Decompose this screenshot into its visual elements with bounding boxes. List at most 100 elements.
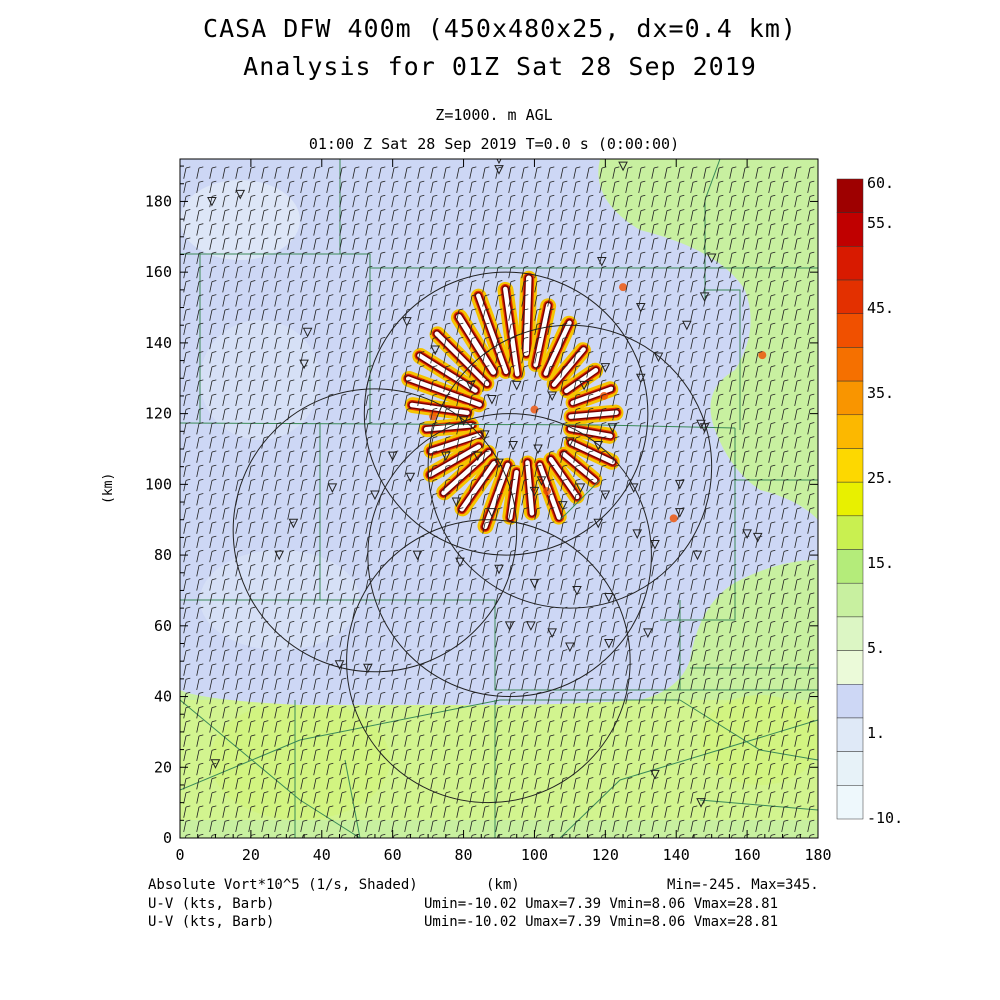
barb-shaft (261, 636, 265, 648)
filament-core (454, 312, 498, 377)
barb-shaft (196, 466, 200, 478)
wind-barb (248, 464, 256, 478)
wind-barb (235, 805, 243, 818)
barb-shaft (261, 778, 265, 790)
wind-barb (183, 422, 191, 435)
barb-flag (250, 734, 256, 737)
wind-barb (209, 635, 217, 648)
barb-flag (237, 180, 243, 183)
barb-shaft (274, 253, 278, 265)
barb-shaft (209, 565, 213, 577)
wind-barb (248, 805, 256, 818)
barb-shaft (183, 764, 187, 776)
barb-flag (185, 422, 191, 424)
wind-barb (261, 422, 269, 435)
barb-shaft (183, 721, 187, 733)
barb-flag (250, 521, 256, 524)
barb-flag (185, 549, 191, 552)
barb-flag (224, 237, 230, 240)
barb-shaft (261, 210, 265, 222)
barb-flag (198, 436, 204, 439)
barb-flag (237, 606, 243, 609)
barb-flag (237, 478, 243, 481)
wind-barb (196, 180, 204, 194)
wind-barb (261, 805, 269, 818)
wind-barb (248, 194, 256, 208)
wind-barb (209, 251, 217, 265)
barb-shaft (196, 778, 200, 790)
vorticity-filament (546, 342, 591, 392)
barb-shaft (209, 253, 213, 265)
barb-shaft (235, 167, 239, 179)
wind-barb (248, 507, 256, 520)
barb-flag (263, 720, 269, 723)
barb-flag (185, 209, 191, 211)
wind-barb (183, 833, 191, 838)
barb-shaft (261, 821, 265, 833)
barb-flag (237, 833, 243, 836)
barb-flag (198, 635, 204, 637)
radar-ring (346, 519, 631, 804)
barb-shaft (261, 295, 265, 307)
wind-barb (196, 549, 204, 563)
barb-flag (224, 464, 230, 467)
wind-barb (261, 578, 269, 591)
barb-flag (185, 620, 191, 623)
wind-barb (248, 379, 256, 392)
barb-shaft (183, 281, 187, 293)
wind-barb (274, 180, 282, 194)
barb-flag (237, 336, 243, 339)
barb-flag (250, 351, 256, 353)
barb-flag (185, 436, 191, 439)
barb-flag (263, 379, 269, 382)
barb-flag (263, 407, 269, 410)
barb-shaft (248, 295, 252, 307)
wind-barb (196, 606, 204, 620)
wind-barb (183, 521, 191, 534)
barb-shaft (209, 167, 213, 179)
wind-barb (261, 393, 269, 407)
barb-shaft (222, 821, 226, 833)
barb-flag (263, 351, 269, 353)
barb-shaft (196, 210, 200, 222)
wind-barb (248, 791, 256, 804)
barb-shaft (196, 267, 200, 279)
barb-flag (263, 833, 269, 836)
barb-shaft (235, 210, 239, 222)
barb-shaft (222, 721, 226, 733)
wind-barb (261, 180, 269, 194)
barb-shaft (261, 366, 265, 378)
wind-barb (261, 379, 269, 392)
barb-shaft (209, 324, 213, 336)
barb-shaft (222, 622, 226, 634)
barb-shaft (261, 281, 265, 293)
barb-shaft (248, 792, 252, 804)
barb-shaft (261, 551, 265, 563)
barb-shaft (248, 210, 252, 222)
wind-barb (248, 265, 256, 279)
wind-barb (261, 166, 269, 179)
barb-flag (211, 734, 217, 737)
wind-barb (248, 748, 256, 762)
vorticity-filament (556, 446, 603, 488)
barb-flag (224, 436, 230, 439)
barb-shaft (274, 324, 278, 336)
wind-barb (222, 365, 230, 378)
barb-shaft (235, 750, 239, 762)
barb-flag (185, 294, 191, 297)
wind-barb (222, 507, 230, 520)
barb-flag (198, 223, 204, 226)
barb-flag (211, 265, 217, 268)
wind-barb (209, 777, 217, 790)
barb-shaft (196, 224, 200, 236)
wind-barb (196, 322, 204, 336)
barb-shaft (209, 537, 213, 549)
barb-shaft (209, 764, 213, 776)
wind-barb (209, 620, 217, 634)
barb-shaft (261, 693, 265, 705)
barb-flag (211, 351, 217, 353)
barb-shaft (196, 253, 200, 265)
barb-flag (224, 223, 230, 226)
barb-flag (198, 691, 204, 694)
wind-barb (209, 351, 217, 364)
